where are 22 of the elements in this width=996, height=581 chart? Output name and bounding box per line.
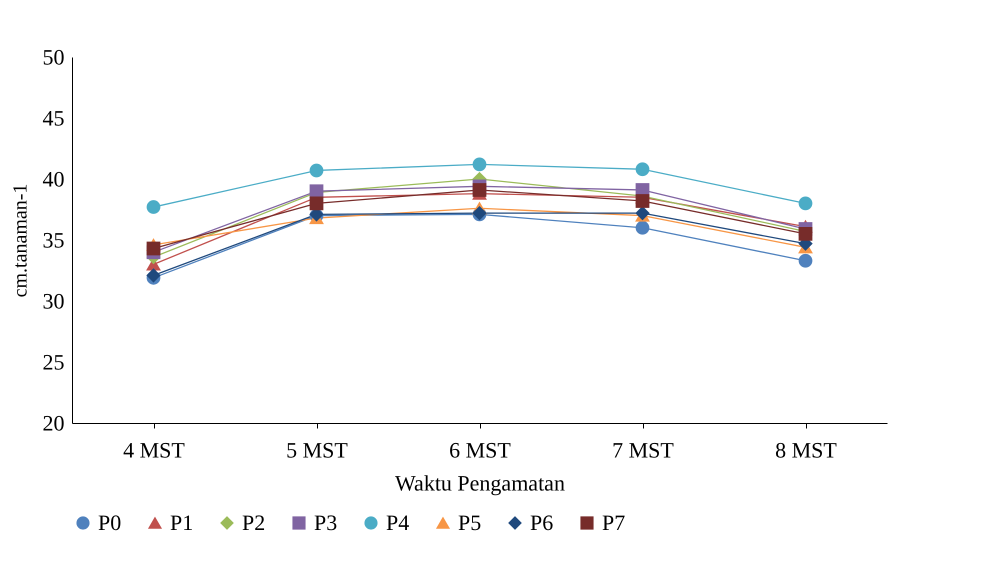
x-tick-label: 5 MST [286, 438, 348, 462]
y-axis-title: cm.tanaman-1 [10, 184, 32, 298]
legend-label: P5 [458, 510, 482, 535]
legend-label: P7 [602, 510, 626, 535]
legend-label: P2 [242, 510, 266, 535]
y-tick-label: 25 [42, 350, 64, 374]
x-tick-label: 8 MST [775, 438, 838, 462]
y-tick-label: 20 [42, 410, 64, 436]
y-tick-label: 40 [42, 166, 64, 192]
legend-label: P3 [314, 510, 338, 535]
y-tick-label: 30 [42, 288, 64, 314]
legend-label: P1 [170, 510, 194, 535]
x-tick-label: 4 MST [123, 438, 186, 462]
legend-label: P4 [386, 510, 410, 535]
y-tick-label: 35 [42, 228, 64, 252]
legend-label: P6 [530, 510, 554, 535]
x-tick-label: 7 MST [612, 438, 674, 462]
y-tick-label: 50 [42, 44, 64, 70]
x-tick-label: 6 MST [449, 438, 512, 462]
legend-label: P0 [98, 510, 122, 535]
x-axis-title: Waktu Pengamatan [395, 470, 565, 496]
y-tick-label: 45 [42, 106, 64, 130]
